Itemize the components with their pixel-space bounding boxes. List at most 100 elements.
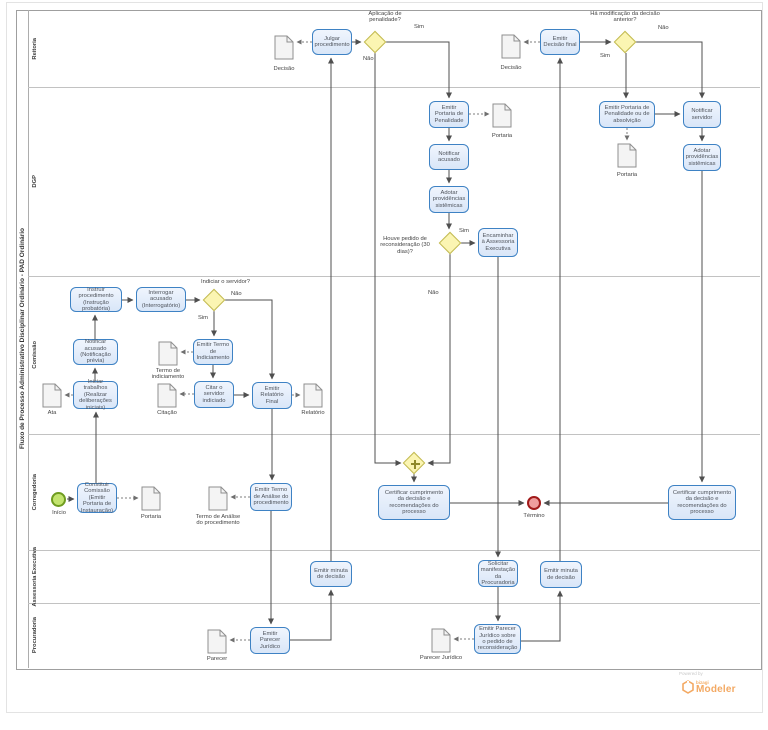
document-parecer-juridico[interactable] [431,628,451,658]
task-label: Adotar providências sistêmicas [432,189,466,209]
plus-icon [407,456,421,470]
task-label: Emitir Parecer Jurídico sobre o pedido d… [477,626,518,652]
flow-label-sim: Sim [198,315,208,321]
task-label: Encaminhar à Assessoria Executiva [481,232,515,252]
document-ata[interactable] [42,383,62,413]
task-label: Emitir Parecer Jurídico [259,630,281,650]
flow-label-sim: Sim [414,24,424,30]
task-emitir-termo-indiciamento[interactable]: Emitir Termo de Indiciamento [193,339,233,365]
task-instruir-procedimento[interactable]: Instruir procedimento (Instrução probató… [70,287,122,312]
task-emitir-minuta-2[interactable]: Emitir minuta de decisão [540,561,582,588]
document-icon [42,383,62,408]
task-iniciar-trabalhos[interactable]: Iniciar trabalhos (Realizar deliberações… [73,378,118,411]
lane-divider-assessoria-procuradoria [28,603,760,604]
task-label: Iniciar trabalhos (Realizar deliberações… [79,378,112,411]
task-emitir-portaria-penalidade[interactable]: Emitir Portaria de Penalidade [429,101,469,128]
end-event-termino[interactable] [527,496,541,510]
document-termo-indiciamento[interactable] [158,341,178,371]
document-label: Citação [157,410,177,416]
document-parecer[interactable] [207,629,227,659]
task-emitir-parecer-reconsideracao[interactable]: Emitir Parecer Jurídico sobre o pedido d… [474,624,521,654]
lane-divider-corregedoria-assessoria [28,550,760,551]
task-label: Julgar procedimento [314,35,350,48]
task-label: Adotar providências sistêmicas [685,147,719,167]
task-julgar-procedimento[interactable]: Julgar procedimento [312,29,352,55]
task-label: Notificar acusado [438,150,460,163]
task-solicitar-manifestacao[interactable]: Solicitar manifestação da Procuradoria [478,560,518,587]
task-label: Certificar cumprimento da decisão e reco… [672,489,732,515]
flow-label-sim: Sim [459,228,469,234]
task-label: Emitir Portaria de Penalidade [434,104,464,124]
task-interrogar-acusado[interactable]: Interrogar acusado (Interrogatório) [136,287,186,312]
document-label: Decisão [273,66,295,72]
task-emitir-relatorio-final[interactable]: Emitir Relatório Final [252,382,292,409]
sequence-flows [67,39,705,642]
document-label: Ata [47,410,57,416]
task-label: Constituir Comissão (Emitir Portaria de … [80,481,114,514]
document-portaria-2[interactable] [617,143,637,173]
task-adotar-providencias-1[interactable]: Adotar providências sistêmicas [429,186,469,213]
gateway-question: Aplicação de penalidade? [368,11,402,24]
document-label: Parecer Jurídico [419,655,463,661]
task-emitir-termo-analise[interactable]: Emitir Termo de Análise do procedimento [250,483,292,511]
flow-parecer-to-minuta1 [290,589,334,641]
task-notificar-acusado-dgp[interactable]: Notificar acusado [429,144,469,170]
task-label: Emitir Portaria de Penalidade ou de abso… [604,104,650,124]
task-emitir-minuta-1[interactable]: Emitir minuta de decisão [310,561,352,587]
document-icon [141,486,161,511]
document-decisao-2[interactable] [501,34,521,64]
task-label: Emitir Termo de Indiciamento [196,342,230,362]
task-certificar-cumprimento-2[interactable]: Certificar cumprimento da decisão e reco… [668,485,736,520]
document-label: Decisão [500,65,522,71]
document-decisao-1[interactable] [274,35,294,65]
document-portaria-3[interactable] [141,486,161,516]
flow-indiciar-nao [225,299,275,380]
task-emitir-parecer[interactable]: Emitir Parecer Jurídico [250,627,290,654]
hexagon-icon [682,680,694,694]
task-adotar-providencias-2[interactable]: Adotar providências sistêmicas [683,144,721,171]
task-notificar-previa[interactable]: Notificar acusado (Notificação prévia) [73,339,118,365]
bizagi-hexagon-icon [682,680,694,699]
task-label: Certificar cumprimento da decisão e reco… [384,489,444,515]
task-citar-servidor[interactable]: Citar o servidor indiciado [194,381,234,408]
document-label: Portaria [491,133,513,139]
task-label: Emitir minuta de decisão [544,568,578,581]
task-label: Notificar servidor [691,108,713,121]
task-emitir-decisao-final[interactable]: Emitir Decisão final [540,29,580,55]
task-certificar-cumprimento-1[interactable]: Certificar cumprimento da decisão e reco… [378,485,450,520]
event-label: Término [523,513,545,519]
task-encaminhar-assessoria[interactable]: Encaminhar à Assessoria Executiva [478,228,518,257]
flow-reconsideracao-nao [427,254,451,466]
start-event-inicio[interactable] [51,492,66,507]
document-label: Relatório [301,410,325,416]
document-icon [431,628,451,653]
task-label: Emitir Relatório Final [260,385,284,405]
flow-aplicacao-nao [374,53,402,466]
flow-label-sim: Sim [600,53,610,59]
lane-divider-dgp-comissao [28,276,760,277]
document-icon [157,383,177,408]
process-pool [16,10,762,670]
data-associations [64,39,630,643]
document-citacao[interactable] [157,383,177,413]
flow-parecer-reconsideracao-to-minuta2 [521,590,563,642]
document-icon [492,103,512,128]
brand-name: bizagi [696,680,709,685]
document-relatorio[interactable] [303,383,323,413]
document-icon [208,486,228,511]
task-constituir-comissao[interactable]: Constituir Comissão (Emitir Portaria de … [77,481,117,514]
task-notificar-servidor[interactable]: Notificar servidor [683,101,721,128]
flow-modificacao-nao [636,41,705,99]
task-label: Emitir Termo de Análise do procedimento [253,487,289,507]
task-label: Emitir minuta de decisão [314,567,348,580]
document-label: Termo de Análise do procedimento [195,514,241,527]
flow-label-nao: Não [658,25,669,31]
document-termo-analise[interactable] [208,486,228,516]
document-portaria-1[interactable] [492,103,512,133]
task-label: Notificar acusado (Notificação prévia) [80,339,111,365]
page-border [6,2,763,713]
task-emitir-portaria-abs[interactable]: Emitir Portaria de Penalidade ou de abso… [599,101,655,128]
gateway-question: Há modificação da decisão anterior? [590,11,660,24]
